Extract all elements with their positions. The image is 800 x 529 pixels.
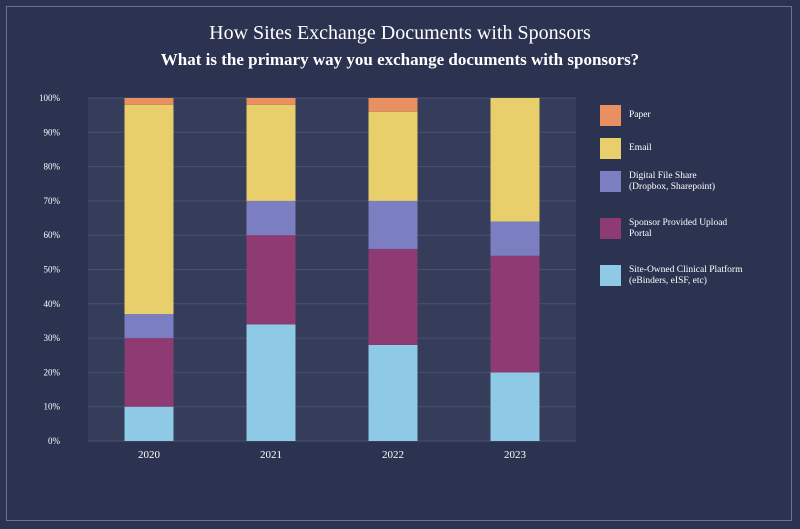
legend-swatch <box>600 218 621 239</box>
legend-swatch <box>600 265 621 286</box>
bar-segment <box>246 104 296 201</box>
legend-item: Site-Owned Clinical Platform (eBinders, … <box>600 265 742 287</box>
legend-item: Email <box>600 138 652 159</box>
x-tick-label: 2022 <box>382 449 404 461</box>
legend-label: Email <box>629 143 652 153</box>
y-tick-label: 70% <box>44 196 61 206</box>
bar-segment <box>368 200 418 249</box>
bar-segment <box>124 314 174 339</box>
y-tick-label: 40% <box>44 299 61 309</box>
bar-segment <box>490 255 540 373</box>
bar-segment <box>246 324 296 441</box>
x-tick-label: 2023 <box>504 449 527 461</box>
bar-segment <box>246 235 296 325</box>
y-tick-label: 50% <box>44 265 61 275</box>
bar-segment <box>246 98 296 105</box>
x-tick-label: 2021 <box>260 449 282 461</box>
legend-label: Paper <box>629 110 651 120</box>
chart-frame <box>6 6 792 521</box>
legend-swatch <box>600 138 621 159</box>
x-tick-label: 2020 <box>138 449 161 461</box>
y-tick-label: 80% <box>44 162 61 172</box>
y-tick-label: 100% <box>39 93 61 103</box>
legend-item: Sponsor Provided Upload Portal <box>600 218 727 240</box>
bar-segment <box>368 98 418 112</box>
bar-segment <box>368 344 418 441</box>
legend-item: Paper <box>600 105 651 126</box>
legend-item: Digital File Share (Dropbox, Sharepoint) <box>600 171 715 193</box>
legend-label: Digital File Share (Dropbox, Sharepoint) <box>629 171 716 192</box>
legend-label: Site-Owned Clinical Platform (eBinders, … <box>629 265 743 286</box>
legend-swatch <box>600 171 621 192</box>
bar-segment <box>124 104 174 315</box>
bar-segment <box>490 98 540 222</box>
bar-segment <box>124 406 174 441</box>
bar-segment <box>490 372 540 441</box>
legend-swatch <box>600 105 621 126</box>
y-tick-label: 90% <box>44 127 61 137</box>
bar-segment <box>368 248 418 345</box>
y-tick-label: 20% <box>44 367 61 377</box>
chart-title: How Sites Exchange Documents with Sponso… <box>209 22 591 44</box>
chart-subtitle: What is the primary way you exchange doc… <box>160 50 640 69</box>
y-tick-label: 60% <box>44 230 61 240</box>
y-tick-label: 10% <box>44 402 61 412</box>
bar-segment <box>124 338 174 407</box>
bar-segment <box>368 111 418 201</box>
bar-segment <box>124 98 174 105</box>
y-tick-label: 30% <box>44 333 61 343</box>
bar-segment <box>246 200 296 236</box>
y-tick-label: 0% <box>48 436 61 446</box>
bar-segment <box>490 221 540 256</box>
legend-label: Sponsor Provided Upload Portal <box>629 218 728 239</box>
